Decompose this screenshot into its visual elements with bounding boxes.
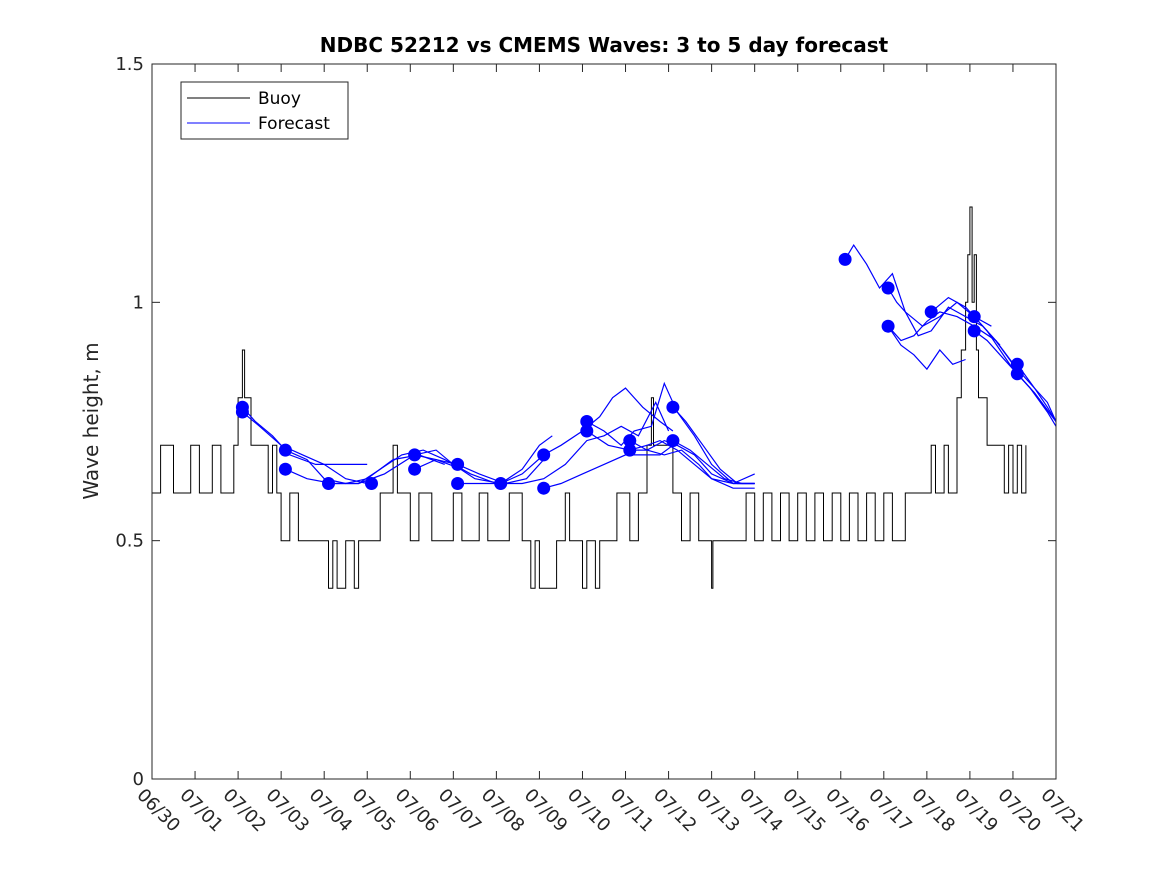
forecast-line	[930, 296, 1057, 422]
axes-box	[151, 63, 1057, 780]
forecast-marker	[580, 424, 594, 438]
forecast-line	[414, 435, 553, 485]
forecast-marker	[537, 448, 551, 462]
buoy-series	[152, 206, 1027, 589]
x-tick-label: 07/19	[950, 785, 1002, 837]
forecast-marker	[235, 405, 249, 419]
x-tick-label: 07/10	[563, 785, 615, 837]
forecast-marker	[1010, 367, 1024, 381]
forecast-line	[242, 411, 368, 485]
x-tick-label: 07/06	[391, 785, 443, 837]
forecast-line	[586, 381, 755, 485]
forecast-line	[887, 311, 1018, 370]
x-tick-label: 07/14	[735, 785, 787, 837]
forecast-line	[672, 440, 755, 485]
forecast-markers	[235, 252, 1024, 495]
y-tick-label: 0	[133, 769, 144, 790]
forecast-marker	[838, 252, 852, 266]
forecast-marker	[1010, 357, 1024, 371]
forecast-marker	[623, 434, 637, 448]
forecast-marker	[924, 305, 938, 319]
x-tick-label: 07/07	[434, 785, 486, 837]
x-tick-label: 07/09	[520, 785, 572, 837]
forecast-line	[629, 440, 755, 485]
forecast-line	[543, 444, 674, 489]
forecast-marker	[408, 462, 422, 476]
forecast-line	[414, 454, 549, 485]
legend-forecast-label: Forecast	[258, 114, 330, 134]
legend-box	[180, 81, 349, 140]
x-tick-label: 07/08	[477, 785, 529, 837]
forecast-marker	[666, 434, 680, 448]
x-tick-label: 07/15	[778, 785, 830, 837]
forecast-marker	[967, 324, 981, 338]
forecast-line	[1016, 373, 1057, 422]
forecast-marker	[365, 477, 378, 490]
forecast-marker	[408, 448, 422, 462]
forecast-marker	[537, 481, 551, 495]
y-axis-label: Wave height, m	[79, 342, 103, 499]
forecast-line	[1016, 363, 1057, 422]
x-tick-label: 07/02	[219, 785, 271, 837]
forecast-marker	[451, 457, 465, 471]
y-tick-label: 1.5	[115, 54, 144, 75]
chart-title: NDBC 52212 vs CMEMS Waves: 3 to 5 day fo…	[320, 33, 889, 57]
y-tick-label: 0.5	[115, 531, 144, 552]
forecast-marker	[278, 462, 292, 476]
x-tick-label: 06/30	[132, 785, 184, 837]
forecast-line	[241, 406, 368, 465]
legend: Buoy Forecast	[180, 81, 349, 140]
forecast-marker	[494, 477, 508, 490]
forecast-marker	[451, 477, 465, 490]
forecast-marker	[580, 415, 594, 428]
x-tick-label: 07/11	[606, 785, 658, 837]
x-tick-label: 07/05	[348, 785, 400, 837]
forecast-marker	[278, 443, 292, 457]
buoy-line	[152, 206, 1027, 589]
x-tick-label: 07/20	[993, 785, 1045, 837]
x-tick-label: 07/16	[821, 785, 873, 837]
forecast-marker	[666, 400, 680, 414]
x-tick-label: 07/18	[907, 785, 959, 837]
x-tick-label: 07/01	[176, 785, 228, 837]
forecast-marker	[881, 281, 895, 295]
forecast-line	[887, 325, 966, 371]
x-tick-label: 07/03	[262, 785, 314, 837]
forecast-line	[500, 401, 670, 485]
x-tick-label: 07/13	[692, 785, 744, 837]
forecast-line	[629, 439, 755, 485]
x-tick-label: 07/04	[305, 785, 357, 837]
y-axis: 0 0.5 1 1.5	[115, 54, 1056, 790]
forecast-marker	[967, 310, 981, 324]
forecast-line	[887, 287, 1001, 346]
x-tick-label: 07/21	[1036, 785, 1088, 837]
plot-area	[152, 64, 1056, 779]
y-tick-label: 1	[133, 292, 144, 313]
forecast-marker	[881, 319, 895, 333]
forecast-marker	[322, 477, 335, 490]
x-tick-label: 07/12	[649, 785, 701, 837]
legend-buoy-label: Buoy	[258, 89, 301, 109]
forecast-marker	[623, 443, 637, 457]
x-tick-label: 07/17	[864, 785, 916, 837]
